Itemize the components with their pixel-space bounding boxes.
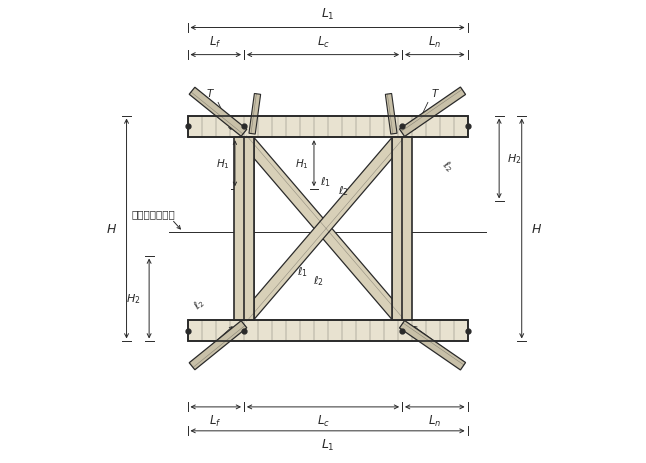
Text: $T$: $T$ — [205, 87, 214, 99]
Polygon shape — [240, 133, 406, 325]
Text: $H$: $H$ — [105, 223, 116, 236]
Text: $H_1$: $H_1$ — [295, 157, 309, 171]
Text: $H_2$: $H_2$ — [507, 152, 522, 166]
Polygon shape — [249, 94, 260, 135]
Polygon shape — [240, 133, 406, 325]
Text: $\ell_2$: $\ell_2$ — [191, 295, 207, 312]
Text: $H_2$: $H_2$ — [127, 292, 141, 306]
Polygon shape — [392, 138, 412, 320]
Polygon shape — [234, 138, 254, 320]
Text: 横联下弦中心线: 横联下弦中心线 — [131, 209, 175, 219]
Text: $L_f$: $L_f$ — [209, 413, 222, 428]
Bar — [187, 320, 468, 342]
Text: $L_f$: $L_f$ — [209, 35, 222, 50]
Text: $\ell_2$: $\ell_2$ — [439, 157, 455, 175]
Bar — [187, 116, 468, 138]
Text: $L_c$: $L_c$ — [317, 35, 329, 50]
Polygon shape — [189, 321, 247, 370]
Text: $\ell_2$: $\ell_2$ — [313, 274, 324, 288]
Text: $T$: $T$ — [432, 87, 441, 99]
Text: $\ell_1$: $\ell_1$ — [297, 265, 308, 279]
Text: $L_1$: $L_1$ — [320, 7, 335, 22]
Text: $H$: $H$ — [531, 223, 542, 236]
Polygon shape — [386, 94, 397, 135]
Bar — [187, 116, 468, 138]
Text: $\ell_2$: $\ell_2$ — [338, 184, 349, 198]
Text: $\ell_1$: $\ell_1$ — [320, 175, 331, 188]
Text: $L_1$: $L_1$ — [320, 437, 335, 452]
Text: $L_c$: $L_c$ — [317, 413, 329, 428]
Text: $H_1$: $H_1$ — [216, 157, 229, 171]
Text: $L_n$: $L_n$ — [428, 413, 441, 428]
Bar — [187, 320, 468, 342]
Polygon shape — [189, 88, 247, 137]
Text: $L_n$: $L_n$ — [428, 35, 441, 50]
Polygon shape — [399, 321, 466, 370]
Polygon shape — [399, 88, 466, 137]
